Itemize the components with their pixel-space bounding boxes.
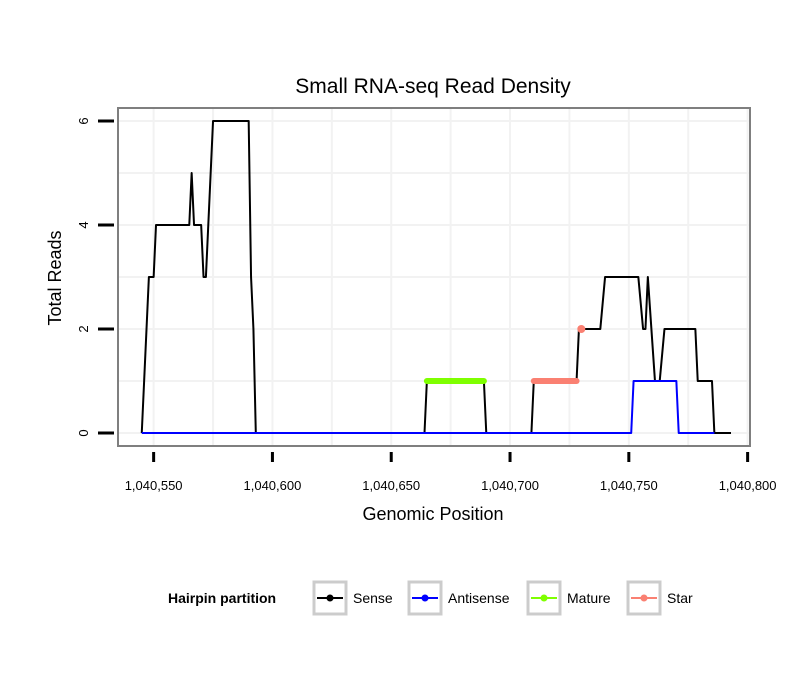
y-axis-label: Total Reads bbox=[45, 230, 65, 325]
series-point-star bbox=[577, 325, 586, 333]
x-tick-label: 1,040,650 bbox=[362, 478, 420, 493]
y-tick-label: 0 bbox=[76, 429, 91, 436]
plot-panel-border bbox=[117, 107, 751, 447]
y-tick-label: 2 bbox=[76, 325, 91, 332]
legend-key-point bbox=[326, 594, 334, 602]
legend-label-star: Star bbox=[667, 590, 693, 606]
y-tick-label: 6 bbox=[76, 117, 91, 124]
axis-layer: 1,040,550 1,040,600 1,040,650 1,040,700 1,04… bbox=[76, 117, 777, 493]
series-line-antisense bbox=[141, 380, 715, 434]
x-tick-label: 1,040,750 bbox=[600, 478, 658, 493]
x-tick-label: 1,040,550 bbox=[125, 478, 183, 493]
x-axis-label: Genomic Position bbox=[362, 504, 503, 524]
legend-key-point bbox=[640, 594, 648, 602]
x-tick-label: 1,040,800 bbox=[719, 478, 777, 493]
legend-title: Hairpin partition bbox=[168, 590, 276, 606]
legend-label-antisense: Antisense bbox=[448, 590, 510, 606]
series-layer bbox=[140, 120, 731, 434]
legend-label-sense: Sense bbox=[353, 590, 393, 606]
legend: Hairpin partition Sense Antisense Mature St… bbox=[168, 580, 693, 616]
legend-label-mature: Mature bbox=[567, 590, 611, 606]
legend-key-point bbox=[421, 594, 429, 602]
grid-layer bbox=[118, 108, 750, 446]
x-tick-label: 1,040,700 bbox=[481, 478, 539, 493]
chart-title: Small RNA-seq Read Density bbox=[295, 75, 571, 98]
y-tick-label: 4 bbox=[76, 221, 91, 228]
x-tick-label: 1,040,600 bbox=[244, 478, 302, 493]
legend-key-point bbox=[540, 594, 548, 602]
